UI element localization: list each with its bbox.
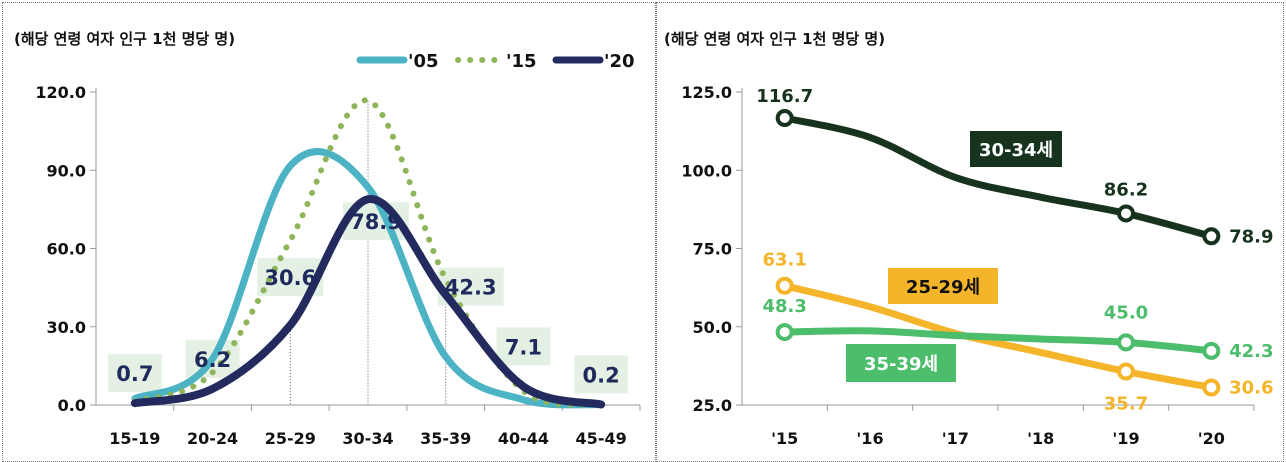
right-data-label: 63.1 <box>762 250 806 271</box>
left-legend-label: '20 <box>604 51 635 72</box>
left-x-tick-label: 25-29 <box>265 429 316 448</box>
left-legend-label: '05 <box>408 51 439 72</box>
left-data-label: 0.2 <box>583 363 620 387</box>
right-series-marker-30-34 <box>775 108 794 127</box>
right-x-tick-label: '15 <box>771 429 798 448</box>
right-y-tick-label: 25.0 <box>693 396 732 415</box>
right-y-tick-label: 50.0 <box>693 318 732 337</box>
left-data-label-bg <box>496 327 551 366</box>
left-x-tick-label: 45-49 <box>576 429 627 448</box>
age-group-birth-rate-chart: (해당 연령 여자 인구 1천 명당 명) 0.0 30.0 60.0 90.0 120… <box>14 30 641 448</box>
left-y-tick-label: 90.0 <box>47 161 86 180</box>
right-series-line-30-34 <box>781 114 1215 240</box>
right-data-label: 30.6 <box>1229 377 1273 398</box>
left-x-tick-label: 30-34 <box>342 429 393 448</box>
left-data-label: 42.3 <box>445 276 497 300</box>
right-series-badge-label: 35-39세 <box>864 354 938 375</box>
right-x-tick-label: '16 <box>856 429 883 448</box>
left-data-label-bg <box>107 354 162 393</box>
right-series-badge-30-34 <box>970 131 1062 167</box>
right-x-tick-label: '18 <box>1027 429 1054 448</box>
right-data-label: 116.7 <box>756 86 813 107</box>
right-data-label: 42.3 <box>1229 341 1273 362</box>
right-y-tick-label: 125.0 <box>681 83 732 102</box>
right-series-line-25-29 <box>781 282 1215 391</box>
left-data-label: 30.6 <box>264 266 316 290</box>
left-y-tick-label: 60.0 <box>47 240 86 259</box>
right-data-label: 86.2 <box>1104 179 1148 200</box>
right-series-marker-30-34 <box>1202 227 1221 246</box>
left-data-label-bg <box>574 355 629 394</box>
left-y-tick-label: 30.0 <box>47 318 86 337</box>
left-x-tick-label: 35-39 <box>420 429 471 448</box>
right-series-badge-label: 25-29세 <box>906 277 980 298</box>
left-x-tick-label: 20-24 <box>187 429 238 448</box>
right-x-tick-label: '20 <box>1198 429 1225 448</box>
left-x-tick-label: 15-19 <box>109 429 160 448</box>
right-series-marker-25-29 <box>1117 362 1135 381</box>
left-data-label: 7.1 <box>505 335 542 359</box>
right-series-marker-25-29 <box>1202 378 1221 397</box>
right-y-tick-label: 100.0 <box>681 161 732 180</box>
right-series-marker-35-39 <box>1202 341 1221 360</box>
right-x-tick-label: '19 <box>1112 429 1139 448</box>
right-data-label: 48.3 <box>762 296 806 317</box>
left-data-label: 78.9 <box>350 210 402 234</box>
right-data-label: 45.0 <box>1104 302 1148 323</box>
right-y-tick-label: 75.0 <box>693 240 732 259</box>
right-unit-label: (해당 연령 여자 인구 1천 명당 명) <box>664 30 885 48</box>
left-series-line-05 <box>131 148 605 409</box>
left-data-label: 6.2 <box>194 348 231 372</box>
right-series-marker-25-29 <box>775 276 794 295</box>
left-legend-label: '15 <box>506 51 537 72</box>
right-x-tick-label: '17 <box>942 429 969 448</box>
right-series-marker-35-39 <box>1117 333 1135 352</box>
trend-by-age-chart: (해당 연령 여자 인구 1천 명당 명) 25.0 50.0 75.0 100.0 1… <box>664 30 1274 448</box>
right-series-badge-label: 30-34세 <box>979 140 1053 161</box>
right-data-label: 35.7 <box>1104 394 1148 415</box>
left-unit-label: (해당 연령 여자 인구 1천 명당 명) <box>14 30 235 48</box>
left-data-label: 0.7 <box>116 362 153 386</box>
left-y-tick-label: 0.0 <box>58 396 86 415</box>
left-y-tick-label: 120.0 <box>35 83 86 102</box>
left-series-line-20 <box>130 195 606 409</box>
right-series-marker-35-39 <box>775 323 794 342</box>
right-series-badge-35-39 <box>846 344 956 382</box>
right-data-label: 78.9 <box>1229 226 1273 247</box>
right-series-badge-25-29 <box>888 268 998 304</box>
left-x-tick-label: 40-44 <box>498 429 549 448</box>
right-series-marker-30-34 <box>1117 204 1135 223</box>
